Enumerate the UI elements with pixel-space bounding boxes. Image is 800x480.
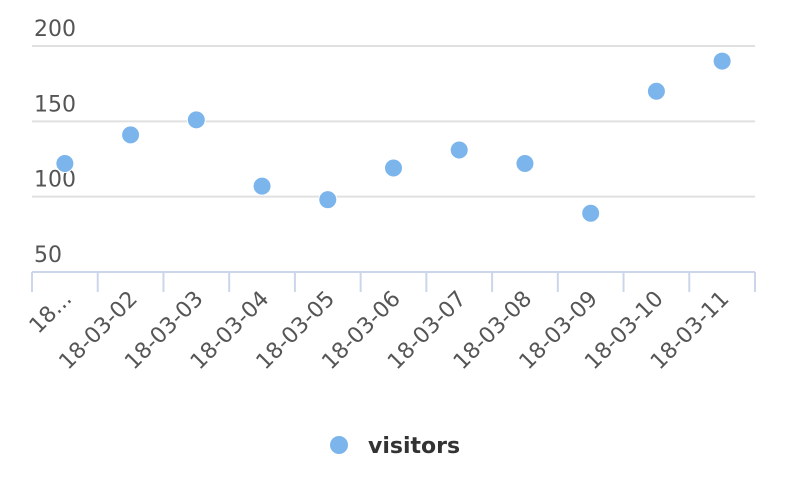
data-point [318,190,338,210]
x-axis: 18...18-03-0218-03-0318-03-0418-03-0518-… [25,271,756,375]
legend-label: visitors [368,434,460,459]
ytick-label: 200 [34,17,76,42]
ytick-label: 150 [34,92,76,117]
data-point [121,125,141,145]
data-point [449,140,469,160]
ytick-label: 50 [34,243,62,268]
data-point [712,51,732,71]
data-point [646,81,666,101]
legend-marker [330,436,348,454]
series-visitors [55,51,732,223]
data-point [384,158,403,178]
grid-lines [32,45,755,198]
data-point [55,154,75,174]
legend[interactable]: visitors [330,434,460,459]
data-point [581,203,601,223]
data-point [252,176,272,196]
data-point [515,154,535,174]
data-point [186,110,206,130]
xtick-label: 18... [25,287,77,339]
